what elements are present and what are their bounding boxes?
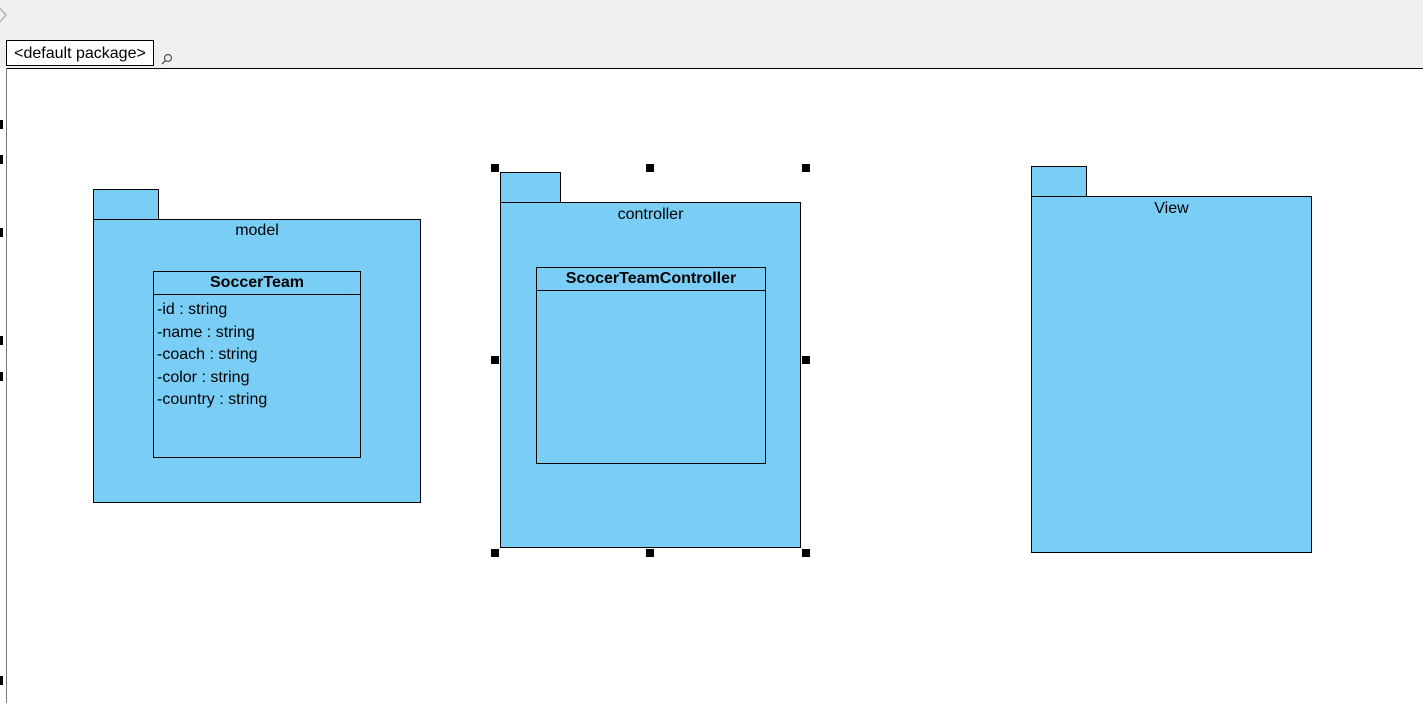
ruler-tick [0,120,3,129]
expand-arrow-icon[interactable] [0,2,8,28]
attribute-id[interactable]: -id : string [157,301,228,318]
attribute-country[interactable]: -country : string [157,391,268,408]
package-model-tab[interactable] [93,189,159,220]
ruler-tick [0,676,3,685]
package-view-name: View [1154,200,1189,217]
class-scocer-team-controller-name: ScocerTeamController [537,268,765,291]
class-scocer-team-controller[interactable]: ScocerTeamController [536,267,766,464]
ruler-tick [0,155,3,164]
resize-handle-w[interactable] [491,356,499,364]
package-view-body[interactable] [1031,196,1312,553]
resize-handle-sw[interactable] [491,549,499,557]
resize-handle-n[interactable] [646,164,654,172]
package-model-name: model [235,222,279,239]
ruler-tick [0,372,3,381]
package-view-tab[interactable] [1031,166,1087,197]
resize-handle-nw[interactable] [491,164,499,172]
class-soccer-team[interactable]: SoccerTeam -id : string -name : string -… [153,271,361,458]
default-package-breadcrumb[interactable]: <default package> [6,40,154,66]
magnifier-icon[interactable] [160,52,174,66]
canvas-top-border [6,68,1423,69]
resize-handle-e[interactable] [802,356,810,364]
class-soccer-team-name: SoccerTeam [154,272,360,295]
resize-handle-ne[interactable] [802,164,810,172]
attribute-coach[interactable]: -coach : string [157,346,258,363]
ruler-tick [0,228,3,237]
package-controller-tab[interactable] [500,172,561,203]
toolbar-area: <default package> [0,0,1423,68]
attribute-color[interactable]: -color : string [157,368,250,386]
attribute-name[interactable]: -name : string [157,323,255,341]
package-controller-name: controller [617,206,684,223]
resize-handle-se[interactable] [802,549,810,557]
canvas-left-border [6,68,7,703]
resize-handle-s[interactable] [646,549,654,557]
ruler-tick [0,336,3,345]
class-soccer-team-attributes: -id : string -name : string -coach : str… [154,295,360,412]
